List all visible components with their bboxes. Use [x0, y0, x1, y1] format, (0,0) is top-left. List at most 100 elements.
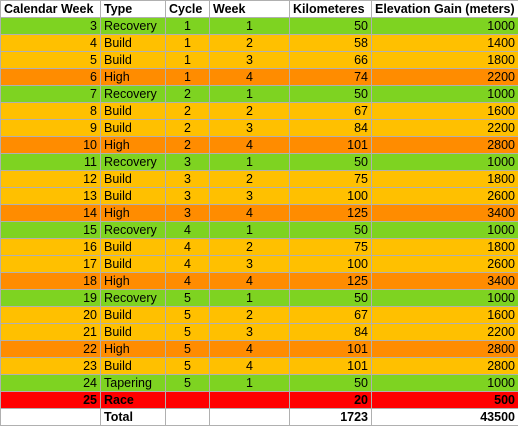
- cell-elevation-gain[interactable]: 1600: [371, 306, 518, 324]
- cell-cycle[interactable]: 4: [165, 238, 210, 256]
- cell-kilometeres[interactable]: 50: [289, 17, 372, 35]
- cell-calendar-week[interactable]: 12: [0, 170, 101, 188]
- cell-elevation-gain[interactable]: 1000: [371, 221, 518, 239]
- cell-cycle[interactable]: 5: [165, 306, 210, 324]
- cell-calendar-week[interactable]: 25: [0, 391, 101, 409]
- cell-calendar-week[interactable]: 22: [0, 340, 101, 358]
- header-kilometeres[interactable]: Kilometeres: [289, 0, 372, 18]
- cell-cycle[interactable]: 1: [165, 51, 210, 69]
- cell-type[interactable]: Recovery: [100, 153, 166, 171]
- cell-type[interactable]: Recovery: [100, 85, 166, 103]
- cell-type[interactable]: Build: [100, 102, 166, 120]
- cell-cycle[interactable]: [165, 391, 210, 409]
- header-elevation-gain[interactable]: Elevation Gain (meters): [371, 0, 518, 18]
- cell-week[interactable]: 4: [209, 340, 290, 358]
- cell-kilometeres[interactable]: 50: [289, 289, 372, 307]
- total-empty-cell[interactable]: [0, 408, 101, 426]
- cell-kilometeres[interactable]: 58: [289, 34, 372, 52]
- cell-type[interactable]: High: [100, 136, 166, 154]
- cell-week[interactable]: 2: [209, 102, 290, 120]
- cell-week[interactable]: 4: [209, 357, 290, 375]
- cell-kilometeres[interactable]: 50: [289, 153, 372, 171]
- cell-type[interactable]: Recovery: [100, 221, 166, 239]
- cell-calendar-week[interactable]: 17: [0, 255, 101, 273]
- cell-type[interactable]: Build: [100, 51, 166, 69]
- cell-calendar-week[interactable]: 16: [0, 238, 101, 256]
- cell-calendar-week[interactable]: 18: [0, 272, 101, 290]
- cell-kilometeres[interactable]: 20: [289, 391, 372, 409]
- cell-calendar-week[interactable]: 21: [0, 323, 101, 341]
- header-cycle[interactable]: Cycle: [165, 0, 210, 18]
- cell-elevation-gain[interactable]: 1000: [371, 289, 518, 307]
- cell-cycle[interactable]: 5: [165, 357, 210, 375]
- cell-kilometeres[interactable]: 100: [289, 187, 372, 205]
- cell-elevation-gain[interactable]: 500: [371, 391, 518, 409]
- cell-calendar-week[interactable]: 13: [0, 187, 101, 205]
- cell-kilometeres[interactable]: 84: [289, 119, 372, 137]
- cell-calendar-week[interactable]: 23: [0, 357, 101, 375]
- cell-calendar-week[interactable]: 5: [0, 51, 101, 69]
- cell-type[interactable]: Build: [100, 357, 166, 375]
- cell-cycle[interactable]: 2: [165, 136, 210, 154]
- header-week[interactable]: Week: [209, 0, 290, 18]
- cell-kilometeres[interactable]: 125: [289, 272, 372, 290]
- cell-kilometeres[interactable]: 67: [289, 102, 372, 120]
- cell-cycle[interactable]: 5: [165, 289, 210, 307]
- cell-calendar-week[interactable]: 3: [0, 17, 101, 35]
- cell-calendar-week[interactable]: 8: [0, 102, 101, 120]
- cell-type[interactable]: Build: [100, 34, 166, 52]
- cell-kilometeres[interactable]: 66: [289, 51, 372, 69]
- cell-elevation-gain[interactable]: 2200: [371, 68, 518, 86]
- cell-type[interactable]: Tapering: [100, 374, 166, 392]
- total-empty-cell[interactable]: [165, 408, 210, 426]
- cell-kilometeres[interactable]: 50: [289, 85, 372, 103]
- cell-week[interactable]: 3: [209, 51, 290, 69]
- cell-type[interactable]: Build: [100, 323, 166, 341]
- cell-kilometeres[interactable]: 67: [289, 306, 372, 324]
- cell-elevation-gain[interactable]: 1800: [371, 51, 518, 69]
- cell-cycle[interactable]: 2: [165, 119, 210, 137]
- cell-week[interactable]: 2: [209, 170, 290, 188]
- cell-elevation-gain[interactable]: 1600: [371, 102, 518, 120]
- cell-elevation-gain[interactable]: 2800: [371, 357, 518, 375]
- cell-week[interactable]: 3: [209, 323, 290, 341]
- cell-calendar-week[interactable]: 14: [0, 204, 101, 222]
- cell-kilometeres[interactable]: 101: [289, 136, 372, 154]
- cell-elevation-gain[interactable]: 3400: [371, 204, 518, 222]
- cell-kilometeres[interactable]: 75: [289, 238, 372, 256]
- cell-kilometeres[interactable]: 101: [289, 357, 372, 375]
- cell-calendar-week[interactable]: 9: [0, 119, 101, 137]
- cell-cycle[interactable]: 1: [165, 17, 210, 35]
- cell-elevation-gain[interactable]: 1800: [371, 170, 518, 188]
- cell-elevation-gain[interactable]: 2600: [371, 187, 518, 205]
- cell-week[interactable]: 3: [209, 187, 290, 205]
- cell-type[interactable]: Build: [100, 170, 166, 188]
- cell-week[interactable]: 4: [209, 68, 290, 86]
- cell-calendar-week[interactable]: 11: [0, 153, 101, 171]
- cell-elevation-gain[interactable]: 3400: [371, 272, 518, 290]
- cell-type[interactable]: Recovery: [100, 17, 166, 35]
- cell-week[interactable]: 2: [209, 238, 290, 256]
- cell-elevation-gain[interactable]: 1400: [371, 34, 518, 52]
- cell-cycle[interactable]: 3: [165, 153, 210, 171]
- cell-type[interactable]: Race: [100, 391, 166, 409]
- cell-type[interactable]: Build: [100, 119, 166, 137]
- cell-calendar-week[interactable]: 24: [0, 374, 101, 392]
- cell-type[interactable]: Build: [100, 187, 166, 205]
- cell-cycle[interactable]: 3: [165, 204, 210, 222]
- cell-type[interactable]: Build: [100, 238, 166, 256]
- cell-calendar-week[interactable]: 6: [0, 68, 101, 86]
- cell-calendar-week[interactable]: 10: [0, 136, 101, 154]
- cell-week[interactable]: 2: [209, 306, 290, 324]
- cell-kilometeres[interactable]: 125: [289, 204, 372, 222]
- cell-week[interactable]: [209, 391, 290, 409]
- cell-week[interactable]: 3: [209, 255, 290, 273]
- total-label[interactable]: Total: [100, 408, 166, 426]
- cell-calendar-week[interactable]: 20: [0, 306, 101, 324]
- cell-type[interactable]: High: [100, 68, 166, 86]
- cell-cycle[interactable]: 2: [165, 102, 210, 120]
- cell-type[interactable]: High: [100, 340, 166, 358]
- cell-week[interactable]: 4: [209, 204, 290, 222]
- cell-type[interactable]: Build: [100, 255, 166, 273]
- cell-cycle[interactable]: 2: [165, 85, 210, 103]
